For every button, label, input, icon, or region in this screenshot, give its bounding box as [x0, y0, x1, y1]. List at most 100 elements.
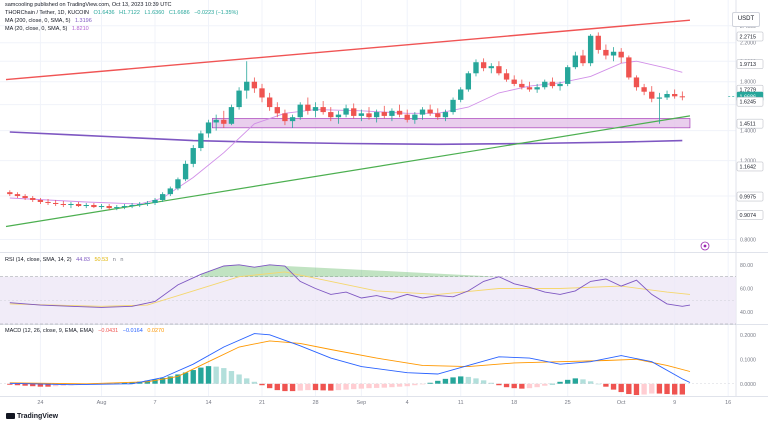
candle-body: [221, 119, 227, 124]
price-label-box: [736, 191, 764, 202]
macd-signal-line: [9, 340, 691, 385]
rsi-ma-line: [9, 271, 691, 307]
macd-histogram-bar: [305, 383, 311, 391]
macd-axis-tick: 0.0000: [740, 382, 756, 388]
macd-histogram-bar: [565, 379, 571, 384]
candle-body: [412, 114, 418, 120]
candle-body: [358, 113, 365, 116]
time-axis-tick: 25: [565, 400, 571, 406]
macd-histogram-bar: [664, 383, 670, 395]
candle-body: [289, 117, 296, 122]
macd-histogram-bar: [626, 383, 632, 395]
price-label: 2.2715: [740, 34, 757, 40]
macd-histogram-bar: [381, 383, 387, 388]
ohlc-change: −0.0223 (−1.35%): [194, 10, 239, 16]
macd-histogram-bar: [526, 383, 533, 389]
time-axis-tick: 11: [458, 400, 464, 406]
candle-body: [98, 206, 105, 208]
macd-histogram-bar: [572, 378, 579, 384]
candle-body: [129, 205, 135, 207]
time-axis-tick: 4: [406, 400, 409, 406]
candle-body: [633, 77, 640, 88]
price-label-box: [736, 118, 764, 129]
macd-histogram-bar: [557, 381, 563, 384]
candle-body: [30, 198, 36, 200]
macd-histogram-bar: [259, 383, 265, 386]
macd-histogram-bar: [404, 383, 410, 387]
candle-body: [549, 81, 556, 87]
macd-histogram-bar: [641, 383, 647, 395]
time-axis-tick: 14: [205, 400, 211, 406]
macd-line-value: −0.0164: [122, 328, 143, 334]
macd-signal-value: 0.0270: [147, 328, 165, 334]
currency-button[interactable]: USDT: [732, 12, 760, 27]
candle-body: [52, 202, 59, 204]
candle-body: [22, 196, 28, 199]
candle-body: [121, 206, 128, 208]
candle-body: [587, 35, 594, 64]
symbol-legend: THORChain / Tether, 1D, KUCOIN O1.6436 H…: [5, 10, 241, 17]
symbol-title: THORChain / Tether, 1D, KUCOIN: [5, 10, 89, 16]
candle-body: [236, 90, 242, 108]
publisher-line: samcooling published on TradingView.com,…: [5, 2, 172, 8]
macd-histogram-bar: [358, 383, 365, 389]
candle-body: [282, 113, 288, 122]
candle-body: [266, 97, 273, 108]
macd-histogram-bar: [473, 378, 479, 384]
macd-histogram-bar: [503, 383, 510, 388]
macd-histogram-bar: [534, 383, 540, 388]
candle-body: [83, 205, 89, 207]
macd-histogram-bar: [542, 383, 548, 386]
macd-histogram-bar: [427, 382, 433, 384]
candle-body: [328, 112, 334, 118]
price-label: 0.9074: [740, 213, 757, 219]
ma200-value: 1.3196: [74, 18, 92, 24]
macd-histogram-bar: [312, 383, 319, 391]
time-axis-tick: 21: [259, 400, 265, 406]
candle-body: [473, 62, 479, 74]
macd-histogram-bar: [373, 383, 380, 388]
rsi-axis-tick: 40.00: [740, 310, 753, 316]
candle-body: [618, 51, 624, 58]
price-axis-tick: 1.2000: [740, 159, 756, 165]
rsi-axis-tick: 60.00: [740, 287, 753, 293]
candle-body: [152, 199, 158, 203]
candle-body: [297, 104, 303, 118]
candle-body: [511, 79, 517, 84]
candle-body: [159, 194, 166, 200]
candle-body: [114, 207, 120, 209]
macd-histogram-bar: [389, 383, 395, 388]
candle-body: [641, 87, 647, 92]
rsi-overbought-fill: [200, 264, 606, 277]
rsi-value: 44.83: [76, 257, 90, 263]
macd-histogram-bar: [442, 378, 449, 384]
macd-histogram-bar: [167, 376, 173, 384]
macd-histogram-bar: [511, 383, 517, 389]
grid: [0, 0, 768, 397]
macd-histogram-bar: [7, 383, 13, 385]
rsi-panel: [0, 264, 736, 325]
macd-histogram-bar: [297, 383, 303, 391]
price-label-box: [736, 210, 764, 220]
candle-body: [198, 133, 204, 149]
price-panel: [5, 19, 736, 251]
candle-body: [312, 107, 319, 111]
macd-histogram-bar: [205, 366, 212, 384]
macd-histogram-bar: [30, 383, 36, 387]
price-label: 1.9713: [740, 62, 757, 68]
rsi-axis-tick: 80.00: [740, 263, 753, 269]
macd-histogram-bar: [610, 383, 617, 390]
macd-histogram-bar: [649, 383, 655, 394]
macd-histogram-bar: [129, 382, 135, 384]
macd-histogram-bar: [228, 371, 235, 384]
macd-histogram-bar: [22, 383, 28, 386]
candle-body: [542, 81, 548, 88]
candle-body: [228, 107, 235, 124]
candle-body: [305, 104, 311, 111]
ma20-value: 1.8210: [71, 26, 89, 32]
candle-body: [75, 203, 82, 207]
price-label-box: [736, 161, 764, 172]
candle-body: [320, 107, 326, 113]
candle-body: [167, 188, 173, 195]
macd-histogram-bar: [549, 383, 556, 385]
